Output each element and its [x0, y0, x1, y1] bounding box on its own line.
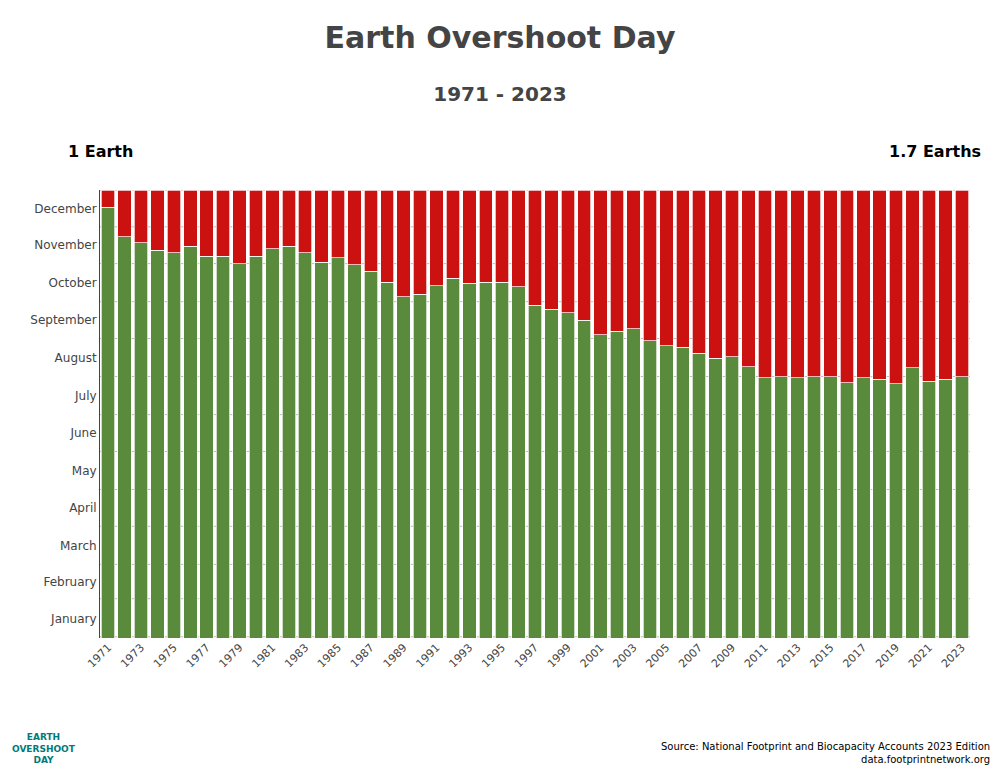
- svg-text:1985: 1985: [315, 641, 344, 670]
- svg-text:2005: 2005: [643, 641, 672, 670]
- svg-text:1971: 1971: [85, 641, 114, 670]
- svg-text:2019: 2019: [873, 641, 902, 670]
- svg-text:Earth Overshoot Day: Earth Overshoot Day: [325, 20, 676, 55]
- svg-text:October: October: [49, 276, 97, 290]
- svg-text:1993: 1993: [446, 641, 475, 670]
- svg-text:March: March: [60, 539, 97, 553]
- svg-text:2011: 2011: [742, 641, 771, 670]
- svg-text:December: December: [34, 202, 96, 216]
- svg-text:April: April: [69, 501, 96, 515]
- svg-text:2007: 2007: [676, 641, 705, 670]
- svg-text:2013: 2013: [775, 641, 804, 670]
- svg-text:1.7 Earths: 1.7 Earths: [889, 142, 981, 161]
- svg-text:2001: 2001: [578, 641, 607, 670]
- svg-text:August: August: [55, 351, 97, 365]
- svg-text:1997: 1997: [512, 641, 541, 670]
- svg-text:May: May: [72, 464, 97, 478]
- svg-text:January: January: [50, 612, 97, 626]
- svg-text:1991: 1991: [414, 641, 443, 670]
- svg-text:2009: 2009: [709, 641, 738, 670]
- svg-text:1981: 1981: [249, 641, 278, 670]
- svg-text:1999: 1999: [545, 641, 574, 670]
- svg-text:Source: National Footprint and: Source: National Footprint and Biocapaci…: [661, 741, 990, 765]
- svg-text:1995: 1995: [479, 641, 508, 670]
- svg-text:1971 - 2023: 1971 - 2023: [433, 82, 567, 106]
- svg-text:1989: 1989: [381, 641, 410, 670]
- svg-text:1 Earth: 1 Earth: [68, 142, 133, 161]
- svg-text:1987: 1987: [348, 641, 377, 670]
- svg-text:1979: 1979: [217, 641, 246, 670]
- svg-text:1983: 1983: [282, 641, 311, 670]
- svg-text:1977: 1977: [184, 641, 213, 670]
- svg-text:2015: 2015: [807, 641, 836, 670]
- svg-text:February: February: [43, 575, 96, 589]
- svg-text:2023: 2023: [939, 641, 968, 670]
- svg-text:2021: 2021: [906, 641, 935, 670]
- svg-text:June: June: [69, 426, 96, 440]
- svg-text:November: November: [34, 238, 96, 252]
- svg-text:EARTHOVERSHOOTDAY: EARTHOVERSHOOTDAY: [12, 732, 76, 765]
- svg-text:September: September: [30, 313, 96, 327]
- svg-text:1973: 1973: [118, 641, 147, 670]
- svg-text:2017: 2017: [840, 641, 869, 670]
- svg-text:July: July: [74, 389, 97, 403]
- svg-text:1975: 1975: [151, 641, 180, 670]
- svg-text:2003: 2003: [611, 641, 640, 670]
